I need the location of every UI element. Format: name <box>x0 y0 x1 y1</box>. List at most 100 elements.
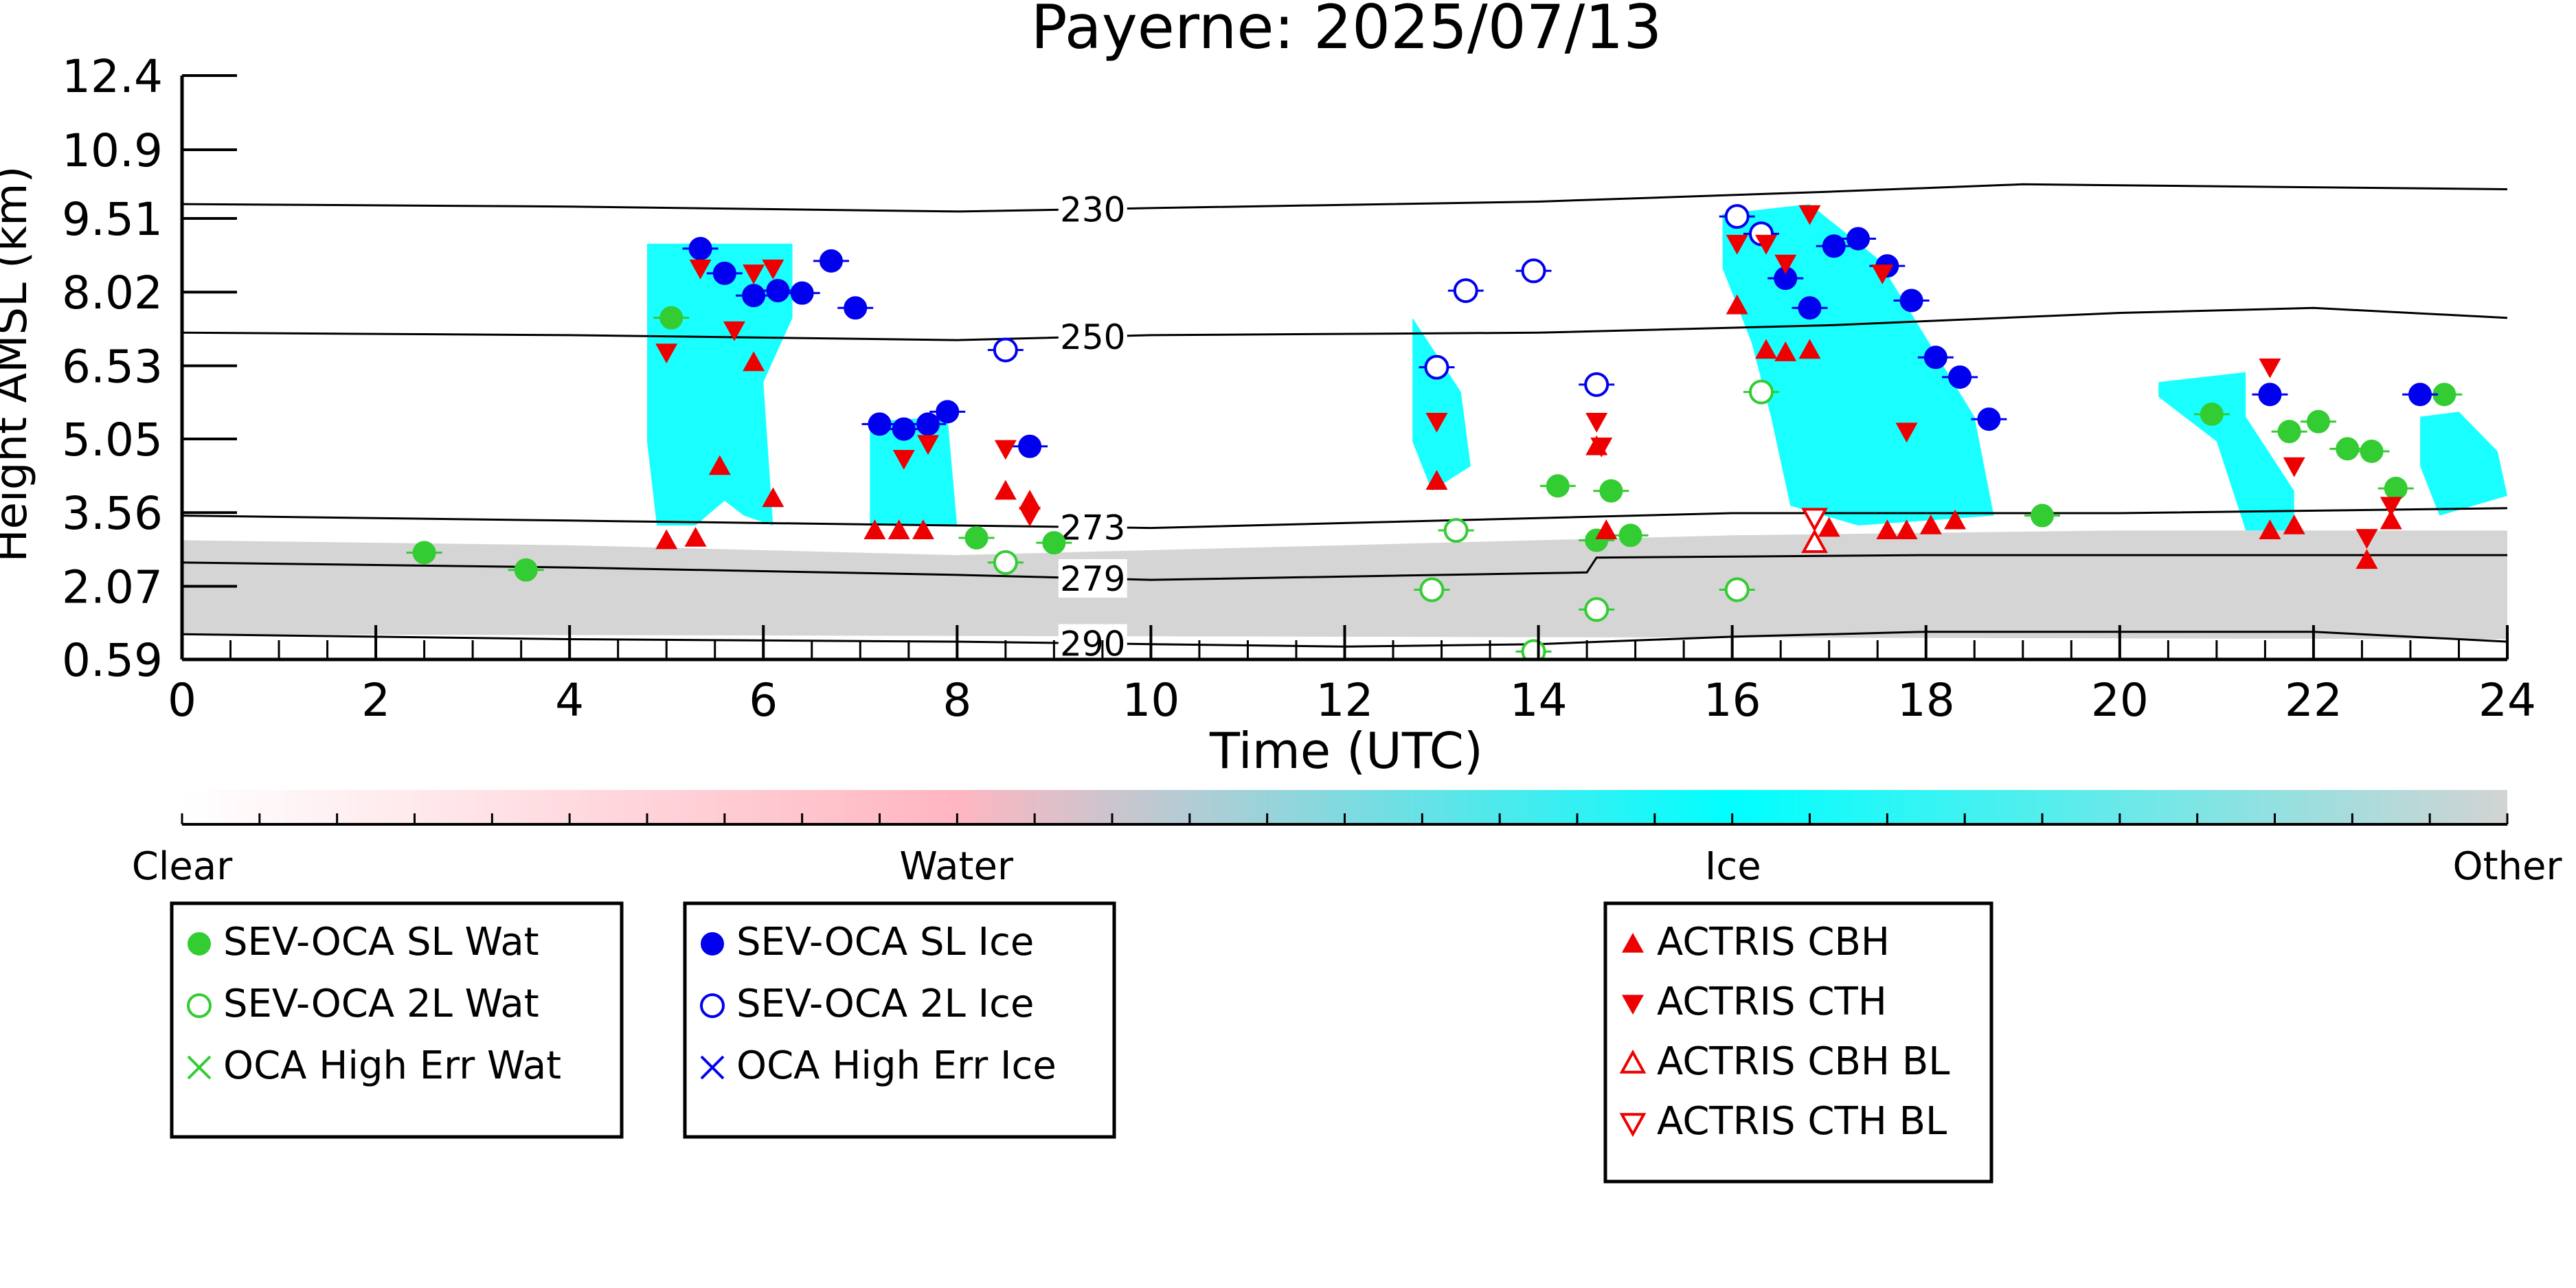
legend-frame <box>1603 901 1993 1184</box>
data-point <box>1443 518 1469 543</box>
legend-marker <box>188 932 211 956</box>
data-point <box>1774 341 1797 361</box>
y-tick-label: 12.4 <box>62 50 163 103</box>
data-point <box>994 479 1017 500</box>
data-point <box>1424 354 1449 380</box>
data-point <box>2360 439 2384 463</box>
data-point <box>514 558 538 582</box>
colorbar-label-clear: Clear <box>132 844 233 889</box>
data-point <box>708 455 731 475</box>
legend-label: ACTRIS CTH BL <box>1657 1099 1947 1144</box>
isotherm-line-273 <box>182 507 2507 530</box>
legend-box-3: ACTRIS CBH ACTRIS CTH ACTRIS CBH BL ACTRIS … <box>1603 901 1993 1184</box>
x-tick-label: 2 <box>361 674 390 727</box>
data-point <box>743 351 765 372</box>
x-tick-label: 12 <box>1316 674 1374 727</box>
data-point <box>1923 346 1947 370</box>
data-point <box>1755 234 1778 255</box>
legend-entry: OCA High Err Wat <box>187 1043 561 1088</box>
series-actris-cth-bl <box>1801 508 1828 532</box>
isotherm-line-230 <box>182 183 2507 213</box>
legend-frame <box>683 901 1116 1139</box>
data-point <box>1425 470 1448 490</box>
data-point <box>762 259 784 280</box>
data-point <box>863 519 886 539</box>
data-point <box>1977 407 2001 431</box>
legend-marker <box>1619 1049 1647 1074</box>
series-sev-oca-2l-wat <box>987 379 1779 659</box>
legend-entry: SEV-OCA SL Ice <box>701 920 1034 964</box>
data-point <box>1584 372 1609 397</box>
data-point <box>2306 409 2330 433</box>
cloud-region-ice-3 <box>1412 317 1471 491</box>
data-point <box>892 449 915 470</box>
legends: SEV-OCA SL Wat SEV-OCA 2L Wat OCA High Err… <box>170 901 1993 1184</box>
data-point <box>1798 339 1821 359</box>
isotherm-label-bg <box>1058 317 1127 357</box>
colorbar-label-water: Water <box>899 844 1014 889</box>
series-actris-cbh-bl <box>1801 529 1828 553</box>
data-point <box>1595 519 1618 539</box>
data-point <box>1899 289 1923 313</box>
data-point <box>1590 437 1613 457</box>
data-point <box>723 321 745 341</box>
data-point <box>1798 296 1822 320</box>
data-point <box>688 236 712 260</box>
data-point <box>844 296 868 320</box>
data-point <box>2283 457 2305 477</box>
data-point <box>2277 420 2301 444</box>
data-point <box>762 487 784 508</box>
data-point <box>1425 413 1448 433</box>
colorbar-label-other: Other <box>2452 844 2562 889</box>
y-tick-label: 0.59 <box>62 634 163 687</box>
legend-marker <box>187 993 212 1018</box>
y-tick-label: 3.56 <box>62 487 163 540</box>
data-point <box>1919 514 1942 534</box>
data-point <box>1822 234 1846 258</box>
legend-label: SEV-OCA 2L Wat <box>223 982 539 1026</box>
data-point <box>917 435 940 455</box>
isotherm-label-bg <box>1058 558 1127 598</box>
cloud-region-other-0 <box>182 530 2507 640</box>
data-point <box>916 412 940 436</box>
data-point <box>1584 597 1609 622</box>
legend-label: OCA High Err Ice <box>736 1043 1057 1088</box>
data-point <box>2259 519 2281 539</box>
legend-entry: ACTRIS CTH BL <box>1619 1099 1947 1144</box>
data-point <box>1774 254 1797 275</box>
data-point <box>766 279 790 303</box>
y-axis-label: Height AMSL (km) <box>0 166 37 563</box>
data-point <box>868 412 892 436</box>
legend-marker <box>1622 995 1644 1015</box>
isotherm-label-bg <box>1058 624 1127 659</box>
x-axis-label: Time (UTC) <box>1209 722 1483 780</box>
data-point <box>1755 339 1778 359</box>
data-point <box>2258 383 2282 407</box>
legend-marker <box>1622 933 1644 953</box>
data-point <box>1801 508 1828 532</box>
data-point <box>1726 234 1748 255</box>
legend-entry: OCA High Err Ice <box>700 1043 1057 1088</box>
series-sev-oca-sl-wat <box>406 306 2463 582</box>
isotherm-label-290: 290 <box>1060 624 1125 664</box>
isotherm-label-279: 279 <box>1060 559 1125 599</box>
y-tick-label: 10.9 <box>62 124 163 177</box>
y-tick-label: 5.05 <box>62 414 163 466</box>
data-point <box>1018 434 1042 458</box>
data-point <box>2408 383 2432 407</box>
data-point <box>1818 517 1840 537</box>
series-sev-oca-sl-ice <box>682 227 2439 458</box>
y-tick-label: 8.02 <box>62 267 163 319</box>
data-point <box>1871 264 1894 284</box>
data-point <box>1724 577 1750 602</box>
data-point <box>1019 506 1041 527</box>
legend-label: SEV-OCA SL Wat <box>223 920 539 964</box>
data-point <box>1726 294 1748 315</box>
data-point <box>1521 258 1546 284</box>
legend-label: OCA High Err Wat <box>223 1043 561 1088</box>
y-tick-label: 6.53 <box>62 340 163 393</box>
legend-entry: SEV-OCA SL Wat <box>188 920 539 964</box>
legend-label: SEV-OCA 2L Ice <box>736 982 1034 1026</box>
data-point <box>1724 204 1750 229</box>
